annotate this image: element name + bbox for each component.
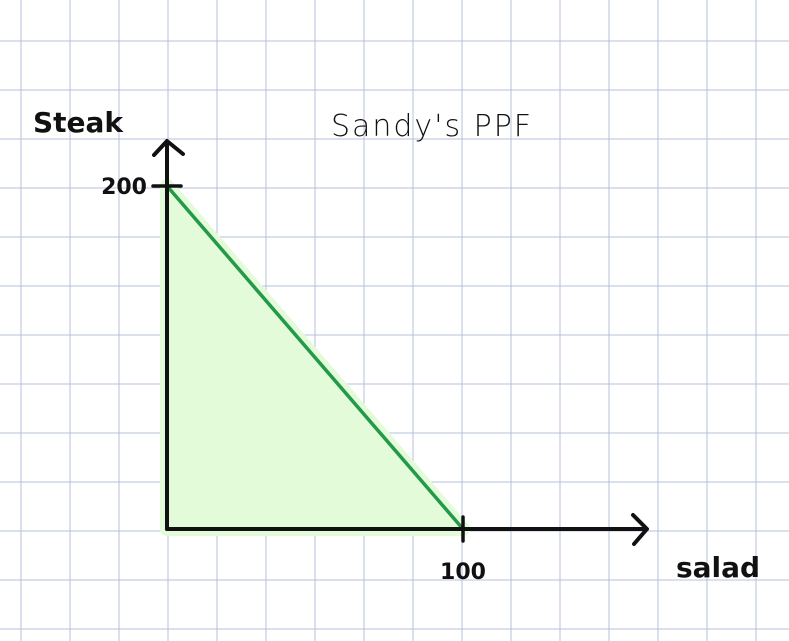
chart-title: Sandy's PPF [331, 109, 533, 144]
y-tick-label: 200 [101, 175, 147, 200]
y-axis-label: Steak [33, 106, 124, 139]
frontier-line-layer [165, 184, 465, 531]
y-axis-arrowhead [152, 139, 185, 157]
axes-layer [152, 139, 649, 546]
x-axis-label: salad [676, 551, 760, 584]
frontier-line [165, 184, 465, 531]
x-axis-arrowhead [631, 513, 649, 546]
x-tick-label: 100 [440, 560, 486, 585]
ticks-layer: 200 100 [101, 175, 486, 585]
